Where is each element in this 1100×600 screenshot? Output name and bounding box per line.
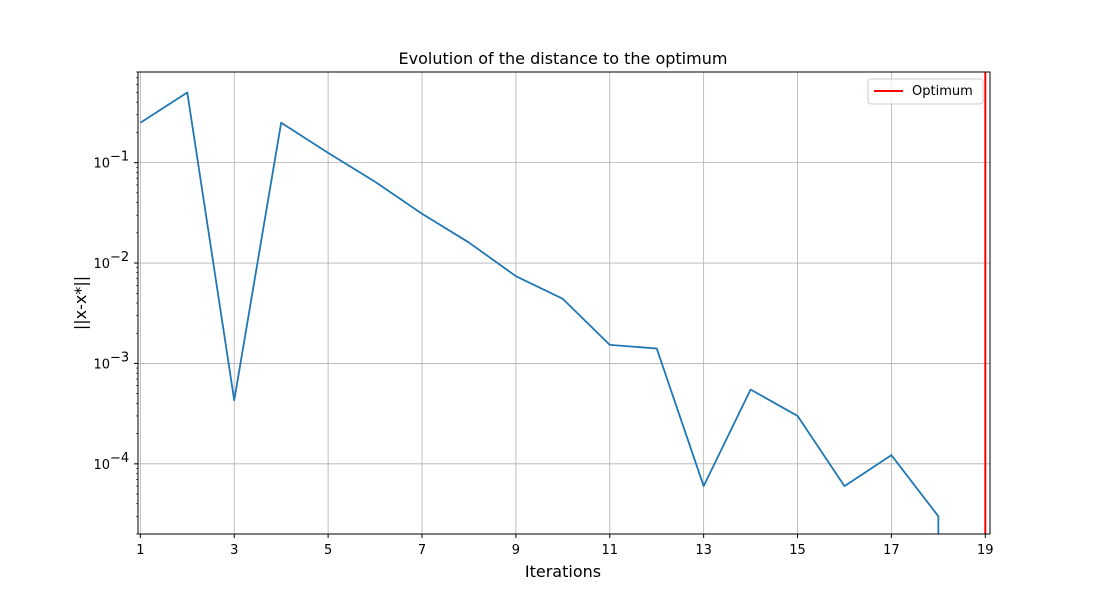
x-tick-label: 11 [601,543,618,558]
x-tick-label: 17 [883,543,900,558]
chart-title: Evolution of the distance to the optimum [399,49,728,68]
x-tick-label: 1 [136,543,144,558]
legend: Optimum [867,78,984,105]
x-tick-label: 5 [324,543,332,558]
legend-label-optimum: Optimum [912,84,973,99]
y-tick-label-base: 10 [93,157,110,172]
x-axis-title: Iterations [525,562,601,581]
y-tick-label-exponent: −1 [110,150,129,165]
plot-area [138,72,990,534]
y-axis: 10−110−210−310−4 [93,71,138,535]
legend-box [867,78,984,105]
y-tick-label-base: 10 [93,257,110,272]
x-tick-label: 9 [512,543,520,558]
y-tick-label-exponent: −2 [110,250,129,265]
y-tick-label-exponent: −4 [110,451,129,466]
x-tick-label: 7 [418,543,426,558]
x-axis: 1 3 5 7 9 11 13 15 17 19 [136,534,994,558]
x-tick-label: 3 [230,543,238,558]
series-layer [139,91,940,534]
y-tick-label-exponent: −3 [110,350,129,365]
x-tick-label: 15 [789,543,806,558]
y-tick-label-base: 10 [93,458,110,473]
series-line [139,91,940,534]
x-tick-label: 13 [695,543,712,558]
y-tick-label-base: 10 [93,357,110,372]
x-tick-label: 19 [977,543,994,558]
y-axis-title: ||x-x*|| [71,276,90,330]
